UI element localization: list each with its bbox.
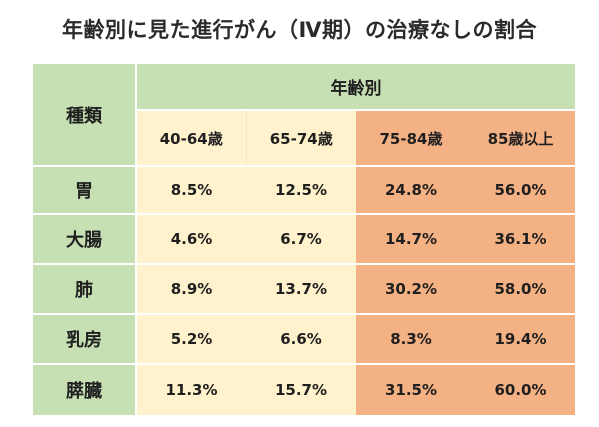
age-header: 年齢別 (136, 64, 575, 111)
table-cell: 58.0% (466, 263, 575, 314)
table-cell: 8.3% (356, 313, 466, 364)
table-cell: 5.2% (136, 313, 246, 364)
table-cell: 60.0% (466, 363, 575, 415)
kind-header: 種類 (33, 64, 137, 166)
table-cell: 30.2% (356, 263, 466, 314)
table-cell: 6.7% (246, 213, 356, 264)
row-label: 肺 (33, 263, 137, 314)
table-cell: 14.7% (356, 213, 466, 264)
age-group-header: 85歳以上 (466, 110, 575, 166)
table-cell: 8.5% (136, 165, 246, 214)
data-table: 種類 年齢別 40-64歳 65-74歳 75-84歳 85歳以上 胃 8.5%… (33, 64, 575, 415)
table-cell: 6.6% (246, 313, 356, 364)
row-label: 胃 (33, 165, 137, 214)
table-cell: 8.9% (136, 263, 246, 314)
table-cell: 24.8% (356, 165, 466, 214)
page-title: 年齢別に見た進行がん（Ⅳ期）の治療なしの割合 (61, 18, 538, 42)
table-cell: 12.5% (246, 165, 356, 214)
table-cell: 4.6% (136, 213, 246, 264)
table-row: 膵臓 11.3% 15.7% 31.5% 60.0% (33, 363, 575, 415)
table-cell: 13.7% (246, 263, 356, 314)
table-row: 乳房 5.2% 6.6% 8.3% 19.4% (33, 313, 575, 364)
table-row: 大腸 4.6% 6.7% 14.7% 36.1% (33, 213, 575, 264)
table-cell: 31.5% (356, 363, 466, 415)
table-row: 肺 8.9% 13.7% 30.2% 58.0% (33, 263, 575, 314)
table-cell: 19.4% (466, 313, 575, 364)
row-label: 大腸 (33, 213, 137, 264)
table-cell: 56.0% (466, 165, 575, 214)
age-group-header: 65-74歳 (246, 110, 356, 166)
row-label: 乳房 (33, 313, 137, 364)
age-group-header: 75-84歳 (356, 110, 466, 166)
table-cell: 36.1% (466, 213, 575, 264)
table-row: 胃 8.5% 12.5% 24.8% 56.0% (33, 165, 575, 214)
age-group-header: 40-64歳 (136, 110, 247, 166)
table-cell: 15.7% (246, 363, 356, 415)
row-label: 膵臓 (33, 363, 137, 415)
table-cell: 11.3% (136, 363, 246, 415)
